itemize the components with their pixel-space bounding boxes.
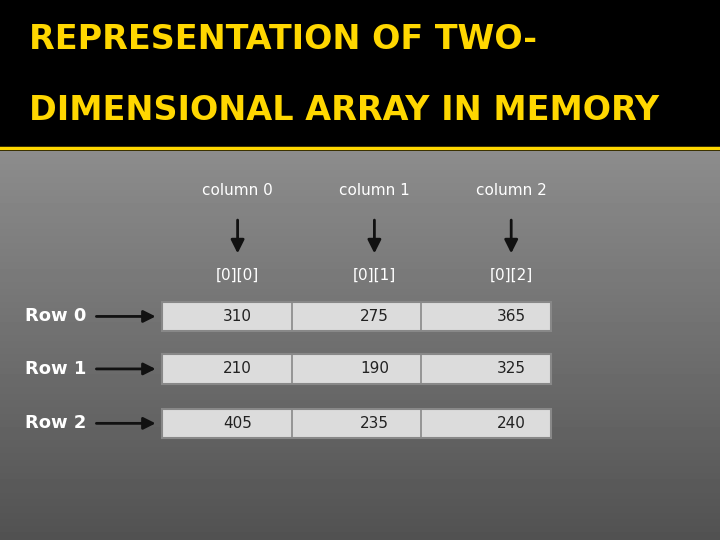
Bar bbox=[162, 409, 551, 438]
Text: 210: 210 bbox=[223, 361, 252, 376]
Text: column 1: column 1 bbox=[339, 183, 410, 198]
Text: 275: 275 bbox=[360, 309, 389, 324]
Text: 325: 325 bbox=[497, 361, 526, 376]
Text: [0][0]: [0][0] bbox=[216, 268, 259, 283]
Text: Row 1: Row 1 bbox=[25, 360, 86, 378]
Text: [0][1]: [0][1] bbox=[353, 268, 396, 283]
Text: DIMENSIONAL ARRAY IN MEMORY: DIMENSIONAL ARRAY IN MEMORY bbox=[29, 94, 659, 127]
Text: column 0: column 0 bbox=[202, 183, 273, 198]
Text: REPRESENTATION OF TWO-: REPRESENTATION OF TWO- bbox=[29, 23, 537, 56]
Text: Row 2: Row 2 bbox=[25, 414, 86, 433]
Text: 240: 240 bbox=[497, 416, 526, 431]
Text: 405: 405 bbox=[223, 416, 252, 431]
Bar bbox=[162, 354, 551, 383]
Text: 190: 190 bbox=[360, 361, 389, 376]
Bar bbox=[162, 302, 551, 331]
Text: 310: 310 bbox=[223, 309, 252, 324]
Text: column 2: column 2 bbox=[476, 183, 546, 198]
Text: 235: 235 bbox=[360, 416, 389, 431]
Text: [0][2]: [0][2] bbox=[490, 268, 533, 283]
Text: 365: 365 bbox=[497, 309, 526, 324]
Text: Row 0: Row 0 bbox=[25, 307, 86, 326]
